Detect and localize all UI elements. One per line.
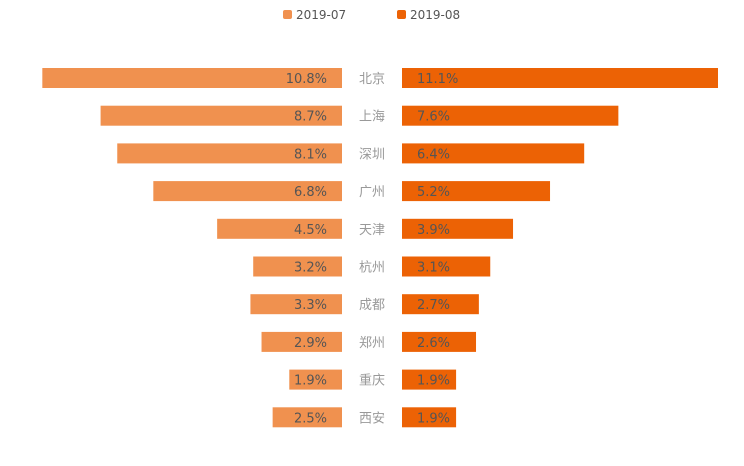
- category-label-4: 天津: [359, 223, 385, 238]
- bar-2019-07-3[interactable]: [153, 181, 342, 202]
- legend-swatch: [283, 10, 292, 19]
- bar-2019-07-1[interactable]: [100, 105, 342, 126]
- value-label-2019-08-3: 5.2%: [417, 185, 450, 200]
- value-label-2019-07-2: 8.1%: [294, 147, 327, 162]
- value-label-2019-08-4: 3.9%: [417, 223, 450, 238]
- category-label-0: 北京: [359, 72, 385, 87]
- value-label-2019-08-5: 3.1%: [417, 261, 450, 276]
- category-label-9: 西安: [359, 411, 385, 426]
- category-label-3: 广州: [359, 185, 385, 200]
- bar-2019-08-9[interactable]: [402, 407, 457, 428]
- legend[interactable]: 2019-07 2019-08: [283, 8, 460, 22]
- category-label-5: 杭州: [359, 261, 385, 276]
- value-label-2019-07-9: 2.5%: [294, 411, 327, 426]
- value-label-2019-08-9: 1.9%: [417, 411, 450, 426]
- legend-label: 2019-07: [296, 8, 346, 22]
- bar-2019-08-0[interactable]: [402, 68, 718, 88]
- legend-item-2019-07[interactable]: 2019-07: [283, 8, 346, 22]
- legend-label: 2019-08: [410, 8, 460, 22]
- value-label-2019-08-1: 7.6%: [417, 110, 450, 125]
- bar-2019-08-7[interactable]: [402, 331, 477, 352]
- value-label-2019-07-5: 3.2%: [294, 261, 327, 276]
- value-label-2019-07-0: 10.8%: [286, 72, 327, 87]
- bar-2019-07-6[interactable]: [250, 294, 342, 315]
- value-label-2019-07-8: 1.9%: [294, 374, 327, 389]
- bar-2019-08-6[interactable]: [402, 294, 479, 315]
- bar-2019-07-0[interactable]: [42, 68, 342, 88]
- category-label-8: 重庆: [359, 373, 385, 389]
- value-label-2019-08-0: 11.1%: [417, 72, 458, 87]
- bar-2019-07-8[interactable]: [289, 369, 342, 390]
- bar-2019-08-2[interactable]: [402, 143, 585, 164]
- legend-item-2019-08[interactable]: 2019-08: [397, 8, 460, 22]
- series-2019-07: 10.8% 8.7% 8.1% 6.8% 4.5% 3.2% 3.3% 2.9% 1.9% 2.5…: [42, 68, 342, 428]
- bar-2019-08-5[interactable]: [402, 256, 491, 277]
- value-label-2019-07-6: 3.3%: [294, 298, 327, 313]
- category-label-2: 深圳: [359, 147, 385, 162]
- bar-2019-07-9[interactable]: [272, 407, 342, 428]
- category-label-1: 上海: [359, 110, 385, 125]
- value-label-2019-08-2: 6.4%: [417, 147, 450, 162]
- value-label-2019-08-8: 1.9%: [417, 374, 450, 389]
- value-label-2019-08-7: 2.6%: [417, 336, 450, 351]
- category-label-7: 郑州: [359, 336, 385, 351]
- category-label-6: 成都: [359, 298, 385, 313]
- value-label-2019-08-6: 2.7%: [417, 298, 450, 313]
- bar-2019-08-4[interactable]: [402, 218, 514, 239]
- value-label-2019-07-1: 8.7%: [294, 110, 327, 125]
- series-2019-08: 11.1% 7.6% 6.4% 5.2% 3.9% 3.1% 2.7% 2.6% 1.9% 1.9…: [402, 68, 718, 428]
- value-label-2019-07-7: 2.9%: [294, 336, 327, 351]
- bar-2019-07-7[interactable]: [261, 331, 342, 352]
- value-label-2019-07-3: 6.8%: [294, 185, 327, 200]
- bar-2019-08-8[interactable]: [402, 369, 457, 390]
- bar-2019-07-5[interactable]: [253, 256, 342, 277]
- bar-2019-08-3[interactable]: [402, 181, 551, 202]
- value-label-2019-07-4: 4.5%: [294, 223, 327, 238]
- bar-2019-07-4[interactable]: [217, 218, 342, 239]
- legend-swatch: [397, 10, 406, 19]
- bar-2019-08-1[interactable]: [402, 105, 619, 126]
- bar-2019-07-2[interactable]: [117, 143, 342, 164]
